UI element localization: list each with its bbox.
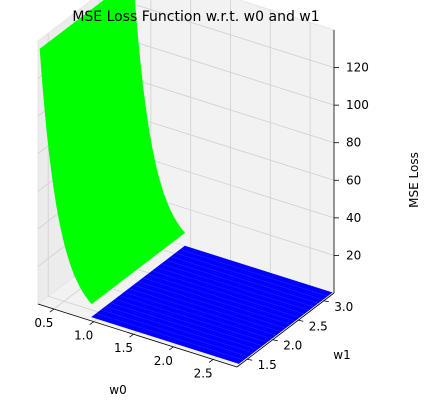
w1-tick-label: 2.0 [283, 339, 302, 353]
loss-surface [39, 0, 333, 364]
flat-mesh-line [161, 263, 309, 311]
z-axis-label: MSE Loss [407, 152, 421, 208]
w1-tick [247, 358, 253, 361]
w0-tick [49, 308, 55, 313]
flat-mesh-line [133, 284, 281, 332]
w1-tick-label: 2.5 [309, 319, 328, 333]
flat-mesh-line [114, 299, 263, 347]
loss-tick-label: 100 [346, 98, 369, 112]
axis-lines [37, 30, 339, 368]
w0-tick-label: 1.5 [114, 341, 133, 355]
w0-tick-label: 1.0 [74, 329, 93, 343]
loss-tick-label: 60 [346, 173, 361, 187]
w1-tick [272, 339, 278, 342]
w1-tick-label: 1.5 [258, 358, 277, 372]
flat-mesh-line [166, 259, 314, 308]
loss-tick-label: 120 [346, 61, 369, 75]
chart-title: MSE Loss Function w.r.t. w0 and w1 [72, 9, 319, 25]
w0-tick [129, 333, 134, 338]
flat-mesh-line [124, 291, 272, 339]
y-axis-label: w1 [333, 348, 350, 362]
loss-tick-label: 80 [346, 136, 361, 150]
loss-tick-label: 40 [346, 211, 361, 225]
w0-tick-label: 2.5 [194, 366, 213, 380]
w1-tick [323, 300, 329, 303]
flat-mesh-line [156, 267, 305, 315]
x-axis-label: w0 [109, 383, 126, 397]
flat-mesh-line [147, 274, 295, 322]
flat-mesh-line [152, 270, 300, 318]
flat-mesh-line [119, 295, 267, 343]
w0-axis-line [37, 303, 238, 368]
flat-mesh-line [175, 252, 323, 300]
flat-mesh-line [128, 288, 277, 336]
flat-mesh-line [105, 306, 253, 354]
w1-tick-label: 3.0 [334, 300, 353, 314]
flat-mesh-line [96, 313, 244, 361]
flat-mesh-line [170, 256, 319, 304]
flat-mesh-line [100, 309, 249, 357]
w0-tick [208, 359, 214, 363]
loss-tick-label: 20 [346, 248, 361, 262]
flat-mesh-line [180, 249, 328, 297]
w0-tick [169, 346, 174, 351]
steep-region [39, 0, 186, 305]
w0-tick-label: 2.0 [154, 354, 173, 368]
w1-axis-line [236, 292, 335, 368]
flat-mesh-line [138, 281, 286, 329]
flat-mesh-line [142, 277, 291, 325]
w0-tick-label: 0.5 [34, 316, 53, 330]
tick-labels: 0.5 1.0 1.5 2.0 2.5 1.5 2.0 2.5 3.0 20 40 60 80 100 12… [34, 61, 369, 381]
w1-tick [298, 319, 304, 322]
flat-mesh-line [110, 302, 258, 350]
w0-tick [89, 321, 94, 325]
